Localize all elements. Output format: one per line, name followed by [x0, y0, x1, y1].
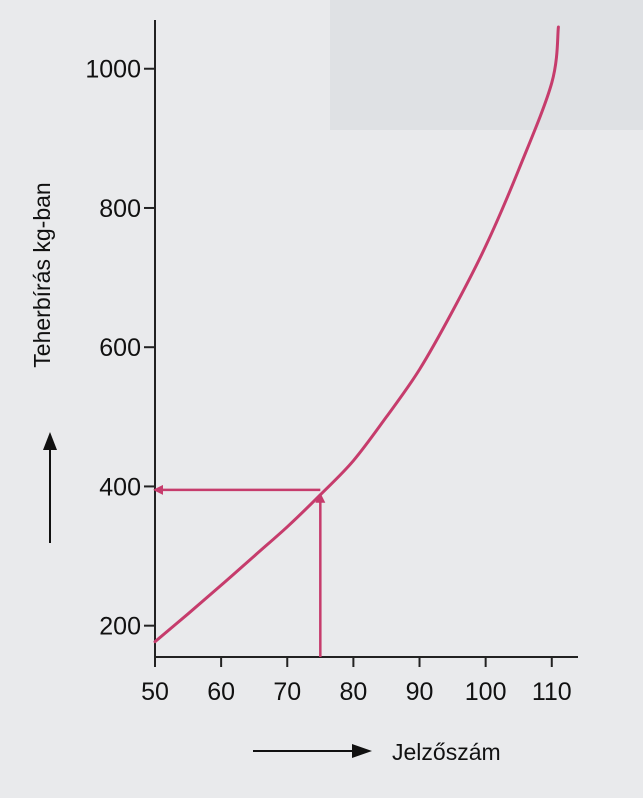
series-line-0 — [153, 25, 560, 644]
x-axis-title-arrow-head — [352, 744, 372, 758]
y-axis-title: Teherbírás kg-ban — [29, 182, 55, 367]
annotations — [153, 484, 326, 657]
shadow-patch — [330, 0, 643, 130]
x-axis-title: Jelzőszám — [392, 739, 501, 765]
x-tick-label-110: 110 — [532, 678, 572, 706]
x-tick-label-60: 60 — [207, 678, 235, 706]
y-tick-label-800: 800 — [99, 195, 141, 223]
axes — [154, 20, 578, 658]
series — [153, 25, 560, 644]
y-axis-title-arrow-head — [43, 432, 57, 450]
x-tick-label-100: 100 — [465, 678, 507, 706]
x-axis-title-group: Jelzőszám — [253, 739, 501, 765]
x-tick-label-80: 80 — [339, 678, 367, 706]
x-tick-label-50: 50 — [141, 678, 169, 706]
y-tick-label-200: 200 — [99, 613, 141, 641]
y-axis-title-group: Teherbírás kg-ban — [29, 182, 57, 543]
y-tick-label-1000: 1000 — [85, 56, 141, 84]
y-tick-label-400: 400 — [99, 473, 141, 501]
x-tick-label-90: 90 — [406, 678, 434, 706]
ticks: 50 60 70 80 90 100 110 200 400 600 800 1000 — [85, 56, 571, 706]
x-tick-label-70: 70 — [273, 678, 301, 706]
y-tick-label-600: 600 — [99, 334, 141, 362]
